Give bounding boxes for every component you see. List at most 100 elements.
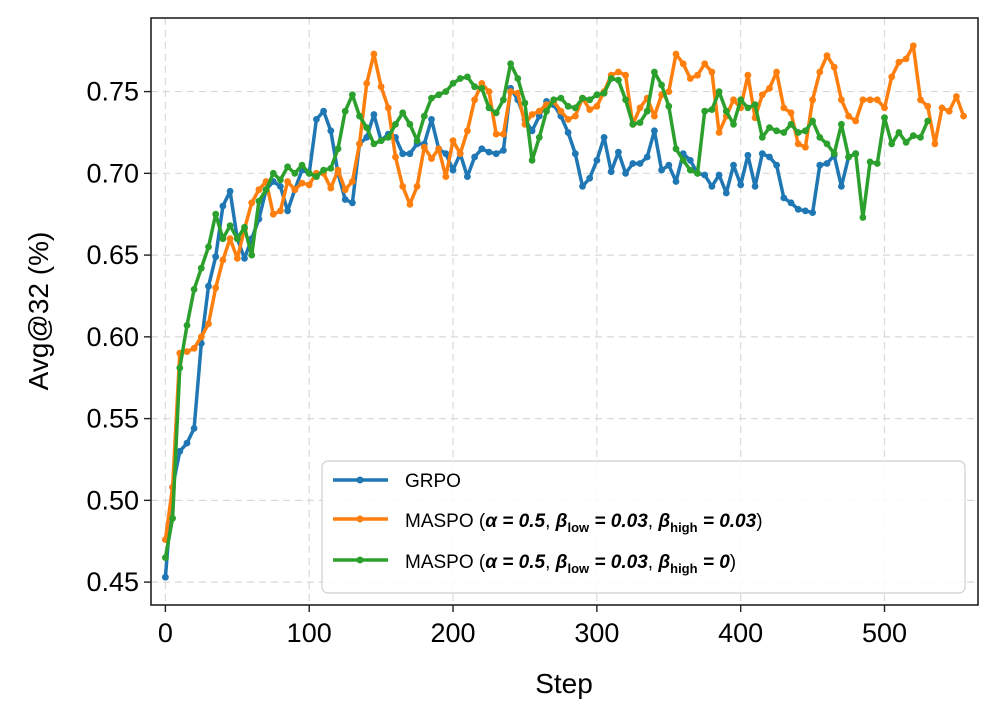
legend-b-comma1: ,	[545, 552, 556, 573]
data-point	[442, 88, 449, 95]
y-tick-label: 0.55	[86, 404, 139, 434]
data-point	[780, 129, 787, 136]
data-point	[572, 105, 579, 112]
data-point	[349, 178, 356, 185]
data-point	[860, 214, 867, 221]
data-point	[198, 265, 205, 272]
data-point	[220, 257, 227, 264]
data-point	[594, 91, 601, 98]
data-point	[651, 69, 658, 76]
data-point	[493, 109, 500, 116]
data-point	[407, 121, 414, 128]
data-point	[363, 80, 370, 87]
data-point	[277, 183, 284, 190]
data-point	[723, 190, 730, 197]
data-point	[191, 345, 198, 352]
data-point	[486, 105, 493, 112]
data-point	[522, 100, 529, 107]
legend-a-beta-high: β	[657, 511, 670, 532]
data-point	[608, 168, 615, 175]
data-point	[658, 167, 665, 174]
legend-a-suffix: )	[756, 511, 762, 532]
data-point	[205, 320, 212, 327]
line-chart: 0 100 200 300 400 5000.450.500.550.600.650.70…	[0, 0, 997, 719]
data-point	[428, 95, 435, 102]
data-point	[176, 365, 183, 372]
y-axis-label: Avg@32 (%)	[23, 232, 54, 391]
data-point	[558, 95, 565, 102]
data-point	[428, 116, 435, 123]
data-point	[644, 154, 651, 161]
data-point	[838, 183, 845, 190]
data-point	[579, 95, 586, 102]
data-point	[385, 134, 392, 141]
data-point	[673, 145, 680, 152]
data-point	[313, 116, 320, 123]
data-point	[277, 177, 284, 184]
data-point	[212, 253, 219, 260]
data-point	[291, 186, 298, 193]
data-point	[622, 72, 629, 79]
data-point	[917, 96, 924, 103]
data-point	[716, 88, 723, 95]
data-point	[658, 82, 665, 89]
data-point	[802, 208, 809, 215]
data-point	[169, 515, 176, 522]
y-tick-label: 0.75	[86, 77, 139, 107]
data-point	[335, 167, 342, 174]
data-point	[162, 574, 169, 581]
data-point	[299, 162, 306, 169]
data-point	[637, 105, 644, 112]
data-point	[227, 235, 234, 242]
data-point	[773, 127, 780, 134]
data-point	[795, 129, 802, 136]
data-point	[809, 118, 816, 125]
data-point	[248, 199, 255, 206]
data-point	[191, 286, 198, 293]
data-point	[615, 69, 622, 76]
x-tick-label: 200	[431, 618, 476, 648]
data-point	[953, 93, 960, 100]
data-point	[608, 75, 615, 82]
data-point	[407, 150, 414, 157]
data-point	[536, 134, 543, 141]
data-point	[320, 167, 327, 174]
legend-a-alpha: α = 0.5	[485, 511, 545, 532]
data-point	[478, 145, 485, 152]
data-point	[629, 121, 636, 128]
data-point	[220, 235, 227, 242]
data-point	[342, 108, 349, 115]
data-point	[529, 157, 536, 164]
data-point	[191, 425, 198, 432]
data-point	[327, 185, 334, 192]
data-point	[457, 75, 464, 82]
data-point	[435, 91, 442, 98]
data-point	[378, 83, 385, 90]
data-point	[234, 235, 241, 242]
data-point	[737, 96, 744, 103]
data-point	[867, 159, 874, 166]
data-point	[565, 103, 572, 110]
data-point	[903, 56, 910, 63]
data-point	[493, 131, 500, 138]
data-point	[327, 165, 334, 172]
data-point	[831, 150, 838, 157]
data-point	[723, 108, 730, 115]
data-point	[788, 109, 795, 116]
legend-a-beta-low: β	[555, 511, 568, 532]
data-point	[342, 186, 349, 193]
data-point	[399, 109, 406, 116]
data-point	[442, 173, 449, 180]
legend-b-beta-high: β	[657, 552, 670, 573]
data-point	[335, 145, 342, 152]
data-point	[558, 108, 565, 115]
data-point	[205, 283, 212, 290]
data-point	[471, 154, 478, 161]
data-point	[694, 72, 701, 79]
data-point	[256, 198, 263, 205]
data-point	[709, 183, 716, 190]
data-point	[615, 149, 622, 156]
data-point	[651, 127, 658, 134]
legend-b-low-val: = 0.03	[589, 552, 648, 573]
data-point	[716, 172, 723, 179]
